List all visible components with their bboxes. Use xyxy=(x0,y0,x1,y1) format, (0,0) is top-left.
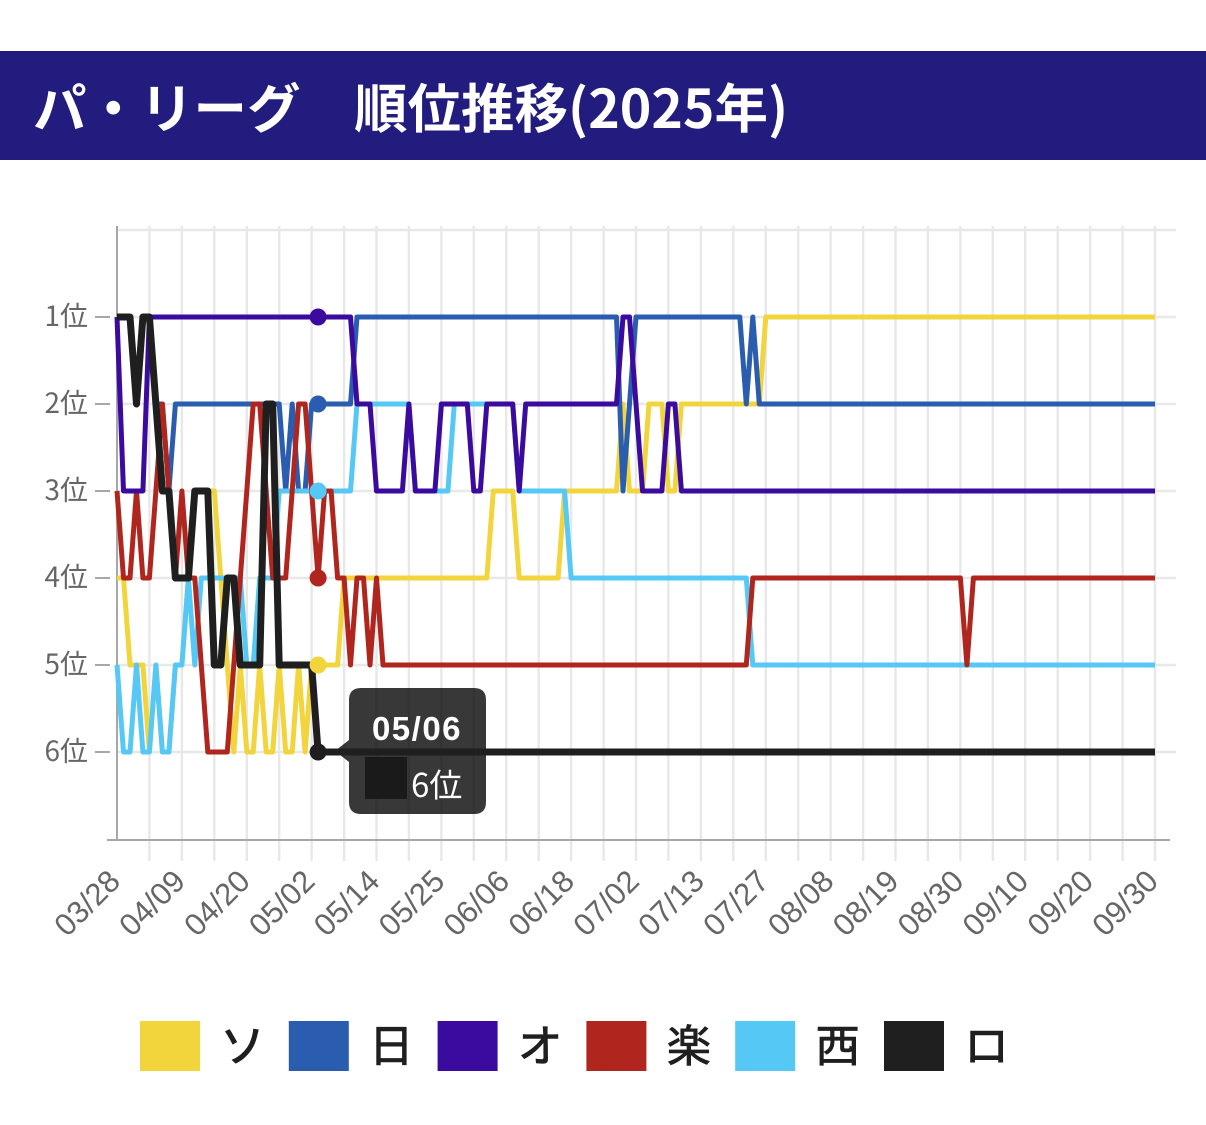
svg-text:05/06: 05/06 xyxy=(372,710,462,747)
